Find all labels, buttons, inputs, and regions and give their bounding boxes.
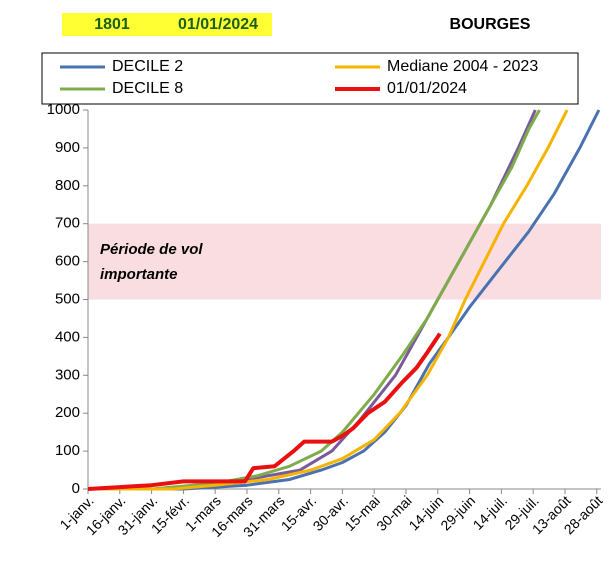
legend-label: 01/01/2024 — [387, 80, 467, 97]
x-tick-label: 29-juin — [437, 492, 478, 533]
series-line — [87, 332, 442, 491]
y-tick-label: 1000 — [47, 101, 80, 118]
x-tick-label: 14-juin — [405, 492, 446, 533]
x-tick-label: 30-mai — [373, 492, 415, 534]
y-tick-label: 200 — [55, 404, 80, 421]
y-tick-label: 100 — [55, 442, 80, 459]
y-tick-label: 900 — [55, 139, 80, 156]
legend-box — [41, 52, 579, 105]
y-tick-label: 600 — [55, 253, 80, 270]
legend-label: DECILE 2 — [112, 58, 183, 75]
header-date: 01/01/2024 — [178, 16, 258, 33]
chart-title: BOURGES — [450, 16, 531, 33]
x-tick-label: 30-avr. — [310, 492, 352, 534]
header-code: 1801 — [94, 16, 130, 33]
x-tick-label: 15-avr. — [278, 492, 320, 534]
y-tick-label: 800 — [55, 177, 80, 194]
legend-label: DECILE 8 — [112, 80, 183, 97]
y-tick-label: 300 — [55, 366, 80, 383]
y-tick-label: 500 — [55, 290, 80, 307]
band-label: importante — [100, 266, 178, 283]
legend-label: Mediane 2004 - 2023 — [387, 58, 538, 75]
highlight-band — [88, 223, 601, 300]
y-tick-label: 400 — [55, 328, 80, 345]
band-label: Période de vol — [100, 241, 203, 258]
x-tick-label: 14-juil. — [470, 492, 510, 532]
x-tick-label: 15-mai — [341, 492, 383, 534]
header-highlight — [62, 13, 272, 36]
y-tick-label: 0 — [72, 480, 80, 497]
y-tick-label: 700 — [55, 215, 80, 232]
